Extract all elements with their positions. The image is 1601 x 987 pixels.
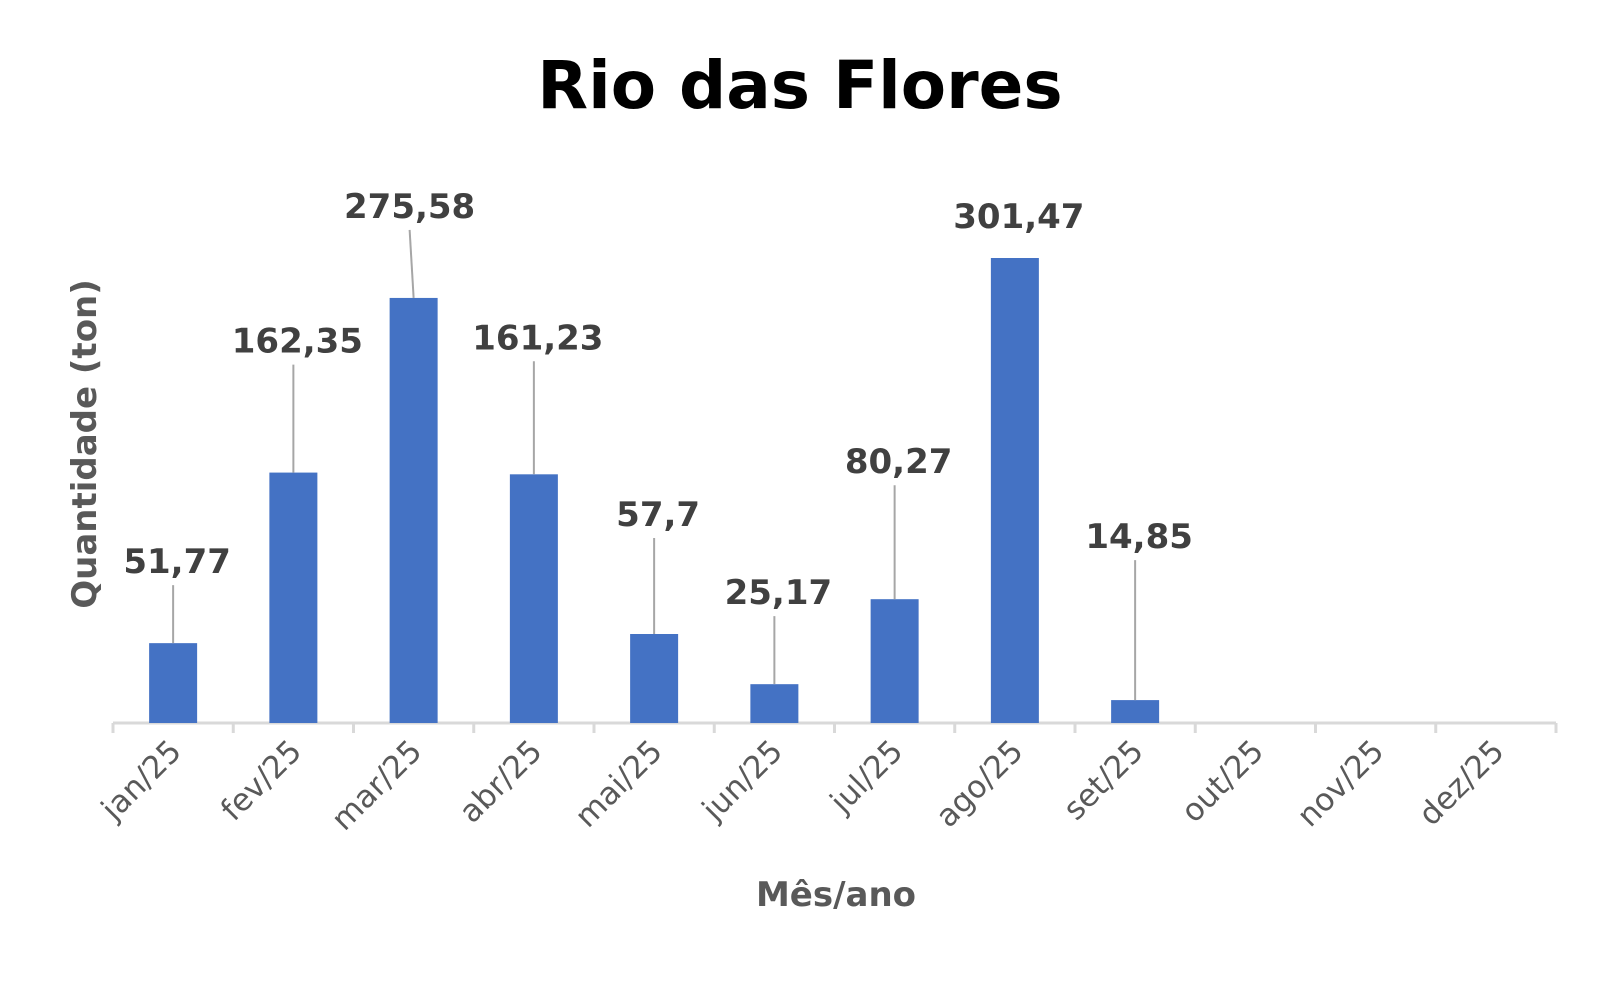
chart-title: Rio das Flores	[537, 47, 1062, 124]
bar	[750, 684, 799, 723]
x-tick-label: dez/25	[1412, 733, 1512, 833]
x-tick-label: jun/25	[695, 733, 790, 828]
data-label: 51,77	[123, 542, 231, 582]
leader-line	[408, 229, 415, 298]
bar	[149, 643, 198, 723]
x-tick-label: ago/25	[929, 733, 1030, 834]
data-label: 301,47	[953, 197, 1084, 237]
plot-area: jan/25 51,77 fev/25 162,35 mar/25 275,58 abr/2…	[94, 187, 1558, 838]
bar	[1111, 700, 1160, 723]
data-label: 275,58	[344, 187, 475, 227]
bar	[389, 297, 438, 723]
data-label: 25,17	[725, 573, 833, 613]
x-tick-label: fev/25	[214, 733, 309, 828]
x-tick-label: mai/25	[568, 733, 670, 835]
x-axis-title: Mês/ano	[756, 875, 916, 915]
data-label: 161,23	[472, 318, 603, 358]
bar	[870, 599, 919, 723]
x-tick-label: out/25	[1174, 733, 1271, 830]
data-label: 57,7	[616, 495, 700, 535]
x-tick-label: abr/25	[452, 733, 549, 830]
bar	[630, 634, 679, 723]
x-tick-label: nov/25	[1290, 733, 1391, 834]
bar	[269, 472, 318, 723]
x-tick-label: jan/25	[94, 733, 189, 828]
bar	[509, 474, 558, 723]
data-label: 14,85	[1085, 517, 1193, 557]
x-tick-label: mar/25	[325, 733, 430, 838]
data-label: 80,27	[845, 442, 953, 482]
x-tick-label: set/25	[1057, 733, 1151, 827]
bar	[990, 258, 1039, 723]
y-axis-title: Quantidade (ton)	[65, 279, 105, 609]
x-tick-label: jul/25	[823, 733, 911, 821]
data-label: 162,35	[232, 322, 363, 362]
